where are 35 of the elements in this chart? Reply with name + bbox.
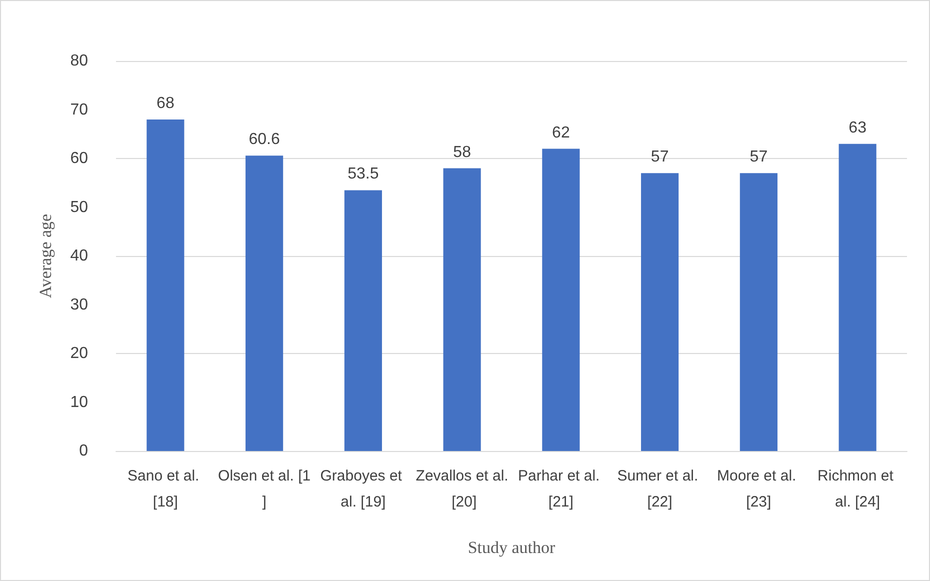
x-axis-title: Study author: [468, 538, 556, 557]
bar: [740, 173, 778, 451]
x-tick-label: Graboyes et al. [19]: [320, 468, 406, 510]
x-tick-label: Richmon et al. [24]: [818, 468, 898, 510]
y-tick-label: 40: [70, 248, 88, 264]
data-label: 68: [156, 95, 174, 112]
y-axis-title: Average age: [36, 214, 55, 298]
bar: [641, 173, 679, 451]
y-tick-label: 70: [70, 101, 88, 118]
bar: [542, 148, 580, 451]
bar: [838, 144, 876, 451]
y-tick-label: 20: [70, 345, 88, 362]
y-tick-label: 80: [70, 52, 88, 70]
x-tick-label: Moore et al. [23]: [717, 468, 800, 510]
bar: [246, 156, 284, 451]
y-tick-label: 50: [70, 198, 88, 216]
data-label: 60.6: [248, 131, 280, 148]
bar: [344, 190, 382, 451]
data-label: 58: [453, 144, 472, 161]
x-tick-label: Parhar et al. [21]: [518, 468, 604, 510]
y-tick-label: 0: [79, 442, 88, 460]
data-label: 57: [750, 148, 768, 166]
y-tick-label: 30: [70, 296, 88, 314]
y-tick-label: 10: [70, 394, 88, 411]
bar: [443, 168, 481, 451]
data-label: 63: [848, 119, 867, 136]
bar: [146, 120, 184, 451]
data-label: 53.5: [348, 166, 379, 183]
data-label: 62: [552, 124, 570, 142]
data-label: 57: [650, 148, 669, 166]
y-tick-label: 60: [70, 150, 88, 167]
x-tick-label: Sano et al. [18]: [127, 468, 204, 510]
x-tick-label: Zevallos et al. [20]: [416, 468, 508, 510]
x-tick-label: Olsen et al. [1]: [218, 468, 311, 510]
x-tick-label: Sumer et al. [22]: [617, 468, 702, 510]
